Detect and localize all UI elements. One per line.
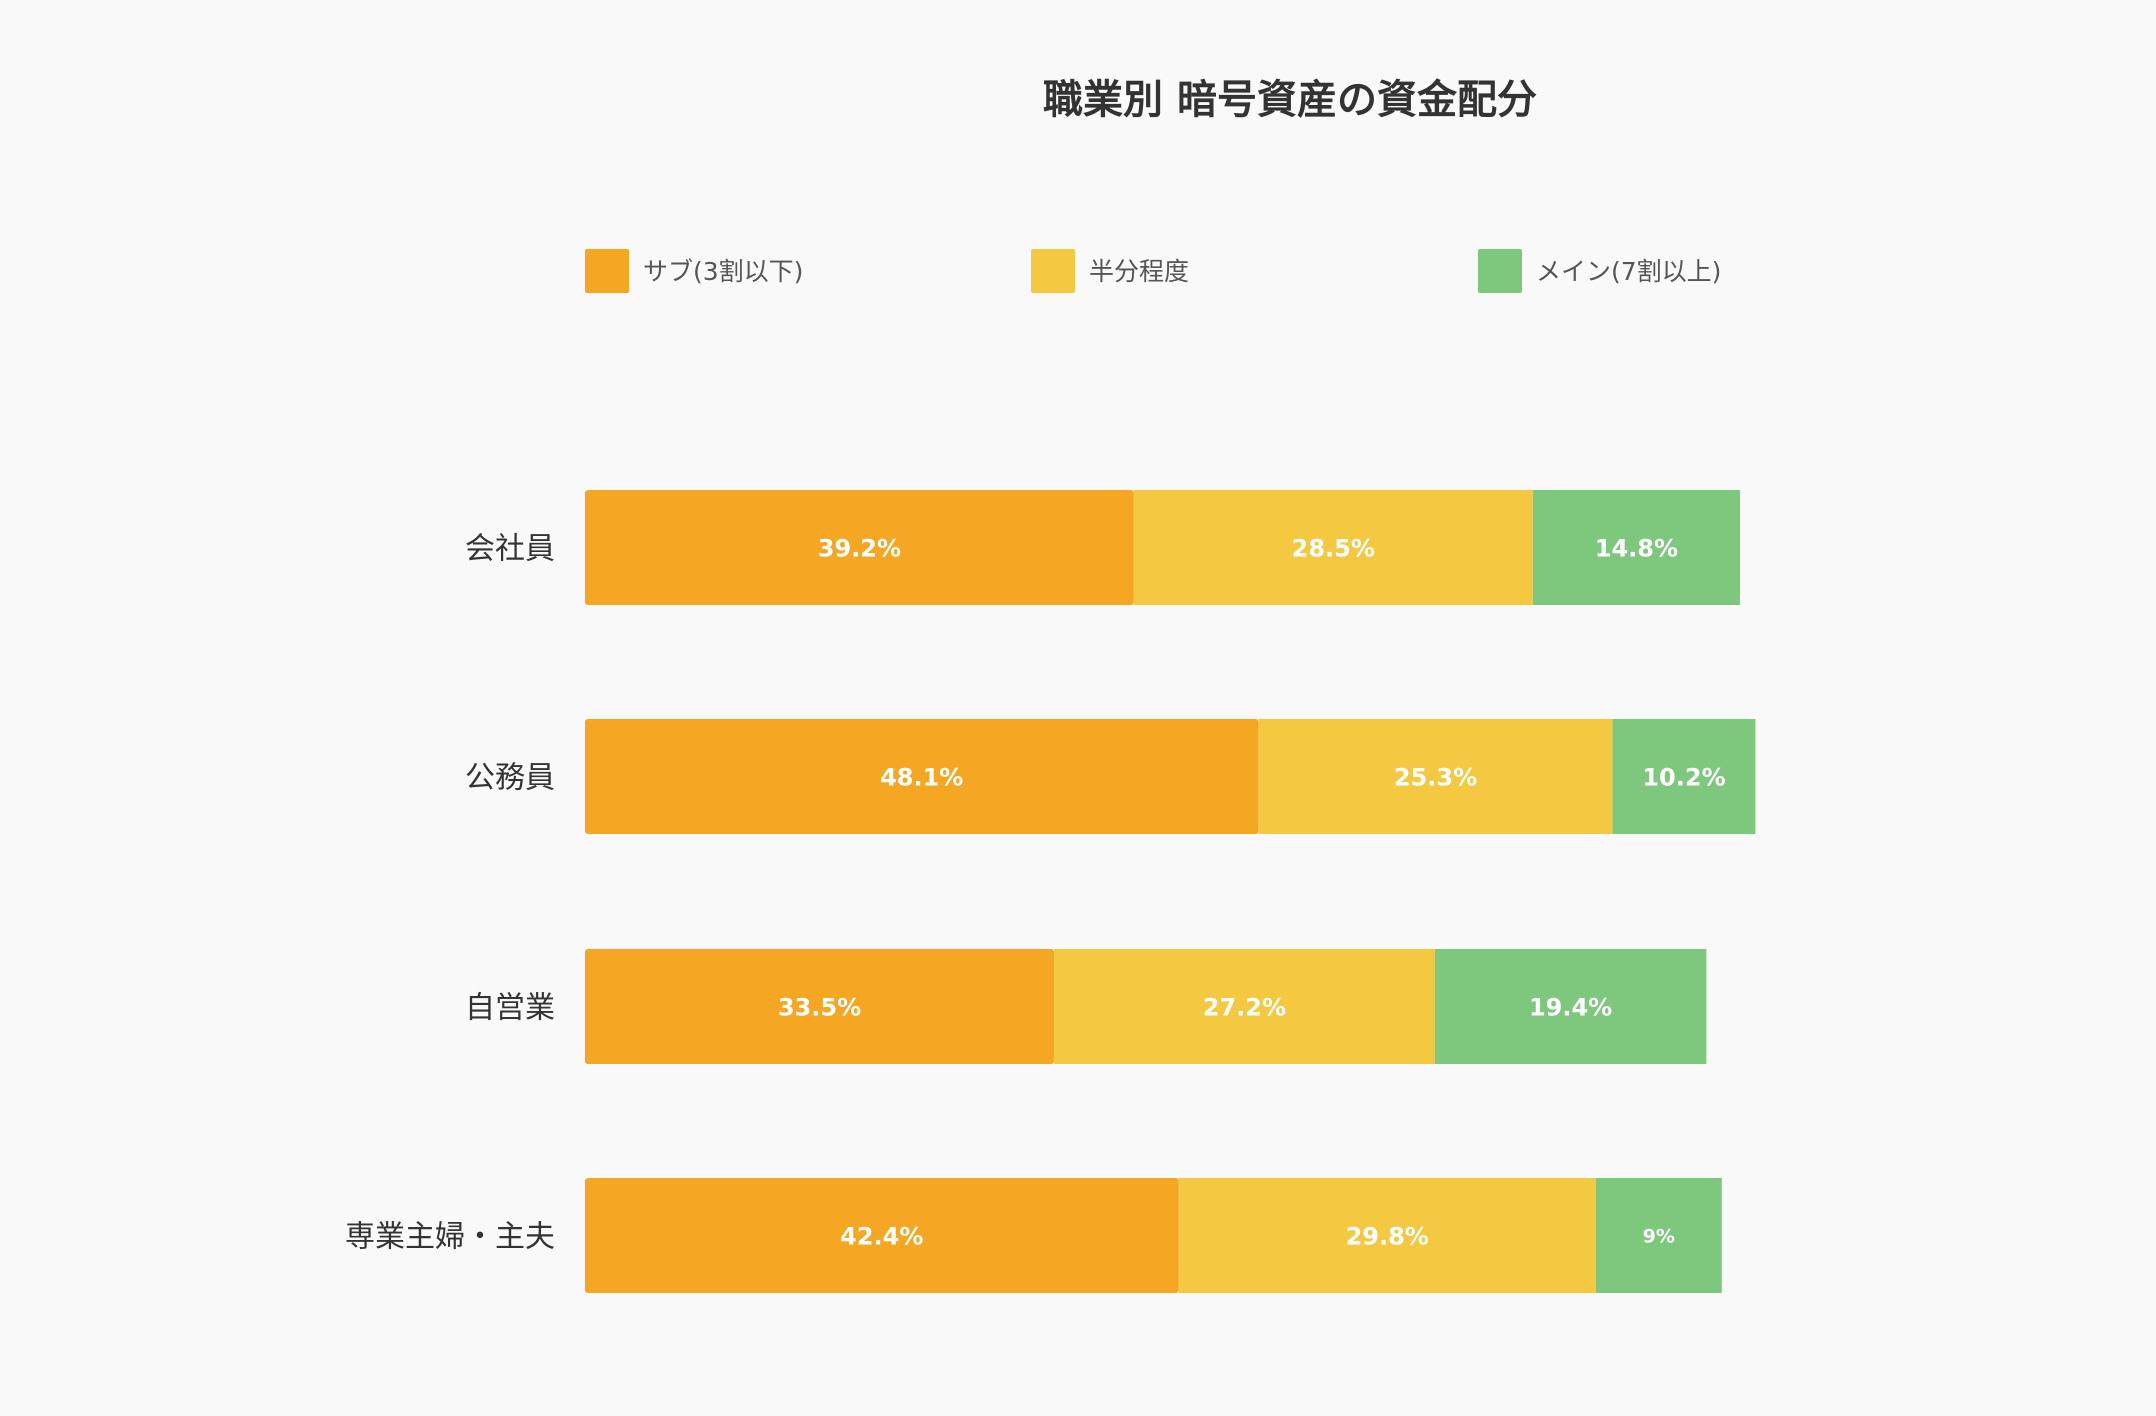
bar-segment[interactable] [585,1178,1179,1293]
legend-label: サブ(3割以下) [643,257,803,286]
data-label: 19.4% [1529,994,1612,1022]
bar-segment[interactable] [585,949,1054,1064]
data-label: 9% [1643,1226,1675,1248]
bar-segment[interactable] [1178,1178,1596,1293]
bar-row: 33.5% 27.2% 19.4% [585,949,1707,1064]
legend: サブ(3割以下) 半分程度 メイン(7割以上) [585,249,1721,293]
bars: 39.2% 28.5% 14.8% 48.1% 25.3% 10.2% 33.5% 27.2%… [585,490,1756,1293]
legend-label: 半分程度 [1089,257,1189,286]
chart-title: 職業別 暗号資産の資金配分 [1043,77,1537,123]
bar-row: 42.4% 29.8% 9% [585,1178,1722,1293]
category-label: 自営業 [465,991,555,1026]
legend-item[interactable]: サブ(3割以下) [585,249,803,293]
legend-swatch [585,249,629,293]
bar-segment[interactable] [585,490,1134,605]
bar-segment[interactable] [1054,949,1435,1064]
bar-segment[interactable] [1612,719,1756,834]
data-label: 10.2% [1642,764,1725,792]
category-label: 専業主婦・主夫 [345,1220,555,1255]
bar-segment[interactable] [1434,949,1707,1064]
category-label: 会社員 [465,532,555,567]
bar-segment[interactable] [1595,1178,1722,1293]
bar-segment[interactable] [1532,490,1740,605]
legend-swatch [1478,249,1522,293]
bar-segment[interactable] [1133,490,1533,605]
legend-label: メイン(7割以上) [1536,257,1721,286]
legend-item[interactable]: メイン(7割以上) [1478,249,1721,293]
category-label: 公務員 [465,761,555,796]
data-label: 27.2% [1203,994,1286,1022]
legend-item[interactable]: 半分程度 [1031,249,1189,293]
bar-row: 48.1% 25.3% 10.2% [585,719,1756,834]
data-label: 28.5% [1292,535,1375,563]
data-label: 14.8% [1595,535,1678,563]
data-label: 48.1% [880,764,963,792]
bar-segment[interactable] [585,719,1259,834]
data-label: 39.2% [818,535,901,563]
data-label: 25.3% [1394,764,1477,792]
legend-swatch [1031,249,1075,293]
data-label: 29.8% [1346,1223,1429,1251]
bar-row: 39.2% 28.5% 14.8% [585,490,1740,605]
data-label: 33.5% [778,994,861,1022]
data-label: 42.4% [840,1223,923,1251]
bar-segment[interactable] [1258,719,1613,834]
